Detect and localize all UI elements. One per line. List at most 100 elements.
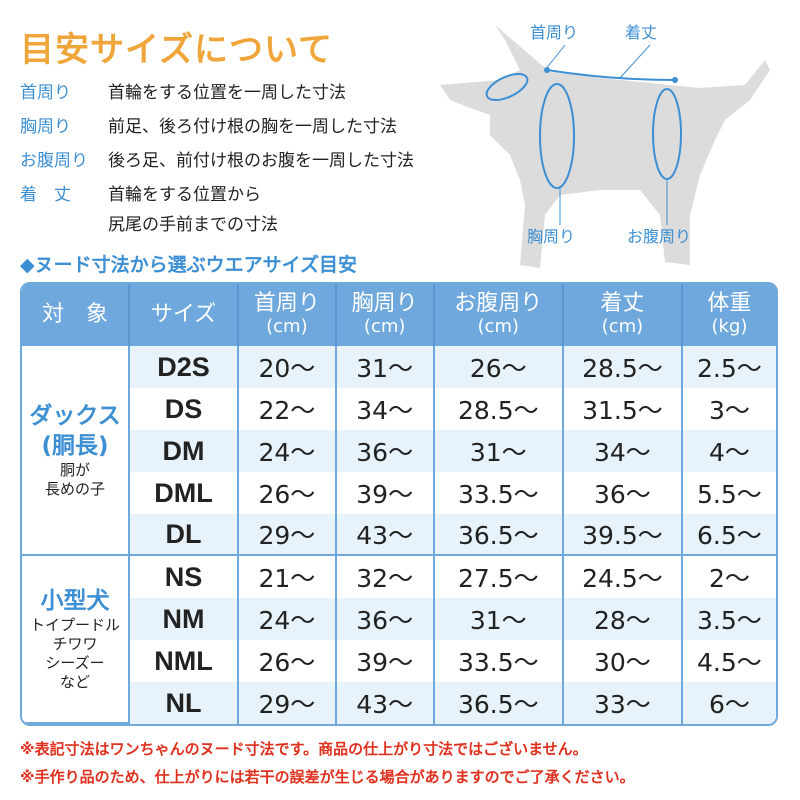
cell-chest: 43～ bbox=[336, 514, 435, 556]
table-row: NL 29～ 43～ 36.5～ 33～ 6～ bbox=[22, 682, 776, 724]
cell-length: 28.5～ bbox=[563, 346, 683, 388]
cell-weight: 4～ bbox=[682, 430, 776, 472]
cell-neck: 26～ bbox=[239, 472, 337, 514]
desc2: 尻尾の手前までの寸法 bbox=[108, 215, 278, 235]
header-size: サイズ bbox=[130, 284, 239, 346]
cell-weight: 3～ bbox=[708, 396, 750, 425]
cell-weight: 6～ bbox=[682, 682, 776, 724]
cell-neck: 21～ bbox=[239, 556, 337, 598]
cell-length: 34～ bbox=[563, 430, 683, 472]
section-subtitle: ◆ヌード寸法から選ぶウエアサイズ目安 bbox=[20, 254, 358, 276]
definition-belly: お腹周り 後ろ足、前付け根のお腹を一周した寸法 bbox=[20, 146, 414, 176]
cell-size: NML bbox=[130, 640, 239, 682]
cell-neck: 24～ bbox=[239, 598, 337, 640]
cell-size: NS bbox=[130, 556, 239, 598]
cell-belly: 33.5～ bbox=[435, 472, 564, 514]
cell-size: DM bbox=[130, 430, 239, 472]
cell-size: DS bbox=[130, 388, 239, 430]
table-header: 対 象 サイズ 首周り (cm) 胸周り (cm) お腹周り (cm) 着丈 (cm) … bbox=[22, 284, 776, 346]
header-weight: 体重 (kg) bbox=[682, 284, 776, 346]
definition-chest: 胸周り 前足、後ろ付け根の胸を一周した寸法 bbox=[20, 112, 397, 142]
cell-chest: 32～ bbox=[337, 556, 435, 598]
cell-chest: 36～ bbox=[336, 598, 435, 640]
cell-size: NM bbox=[130, 598, 239, 640]
cell-length: 39.5～ bbox=[563, 514, 683, 556]
page-title: 目安サイズについて bbox=[20, 30, 333, 70]
cell-belly: 31～ bbox=[434, 598, 564, 640]
dog-silhouette-icon bbox=[440, 25, 770, 268]
group-sublabel: 胴が bbox=[59, 461, 90, 479]
cell-neck: 26～ bbox=[239, 640, 337, 682]
cell-length: 33～ bbox=[563, 682, 683, 724]
cell-neck: 24～ bbox=[239, 430, 337, 472]
cell-chest: 36～ bbox=[336, 430, 435, 472]
cell-chest: 39～ bbox=[337, 472, 435, 514]
cell-belly: 36.5～ bbox=[434, 682, 564, 724]
group-dachshund: ダックス (胴長) 胴が 長めの子 bbox=[22, 346, 130, 556]
label-length: 着丈 bbox=[625, 23, 657, 42]
header-belly: お腹周り (cm) bbox=[434, 284, 564, 346]
size-table: 対 象 サイズ 首周り (cm) 胸周り (cm) お腹周り (cm) 着丈 (cm) … bbox=[20, 282, 778, 726]
header-neck: 首周り (cm) bbox=[239, 284, 337, 346]
cell-length: 24.5～ bbox=[564, 556, 683, 598]
cell-neck: 29～ bbox=[239, 514, 337, 556]
table-row: DM 24～ 36～ 31～ 34～ 4～ bbox=[22, 430, 776, 472]
cell-length: 36～ bbox=[564, 472, 683, 514]
cell-weight: 3.5～ bbox=[682, 598, 776, 640]
header-target: 対 象 bbox=[22, 284, 130, 346]
cell-size: DL bbox=[130, 514, 239, 556]
cell-neck: 29～ bbox=[239, 682, 337, 724]
table-row: NML 26～ 39～ 33.5～ 30～ 4.5～ bbox=[22, 640, 776, 682]
header-chest: 胸周り (cm) bbox=[336, 284, 435, 346]
group-sublabel: トイプードル bbox=[29, 616, 120, 634]
cell-chest: 39～ bbox=[337, 640, 435, 682]
label-chest: 胸周り bbox=[527, 227, 575, 246]
cell-neck: 20～ bbox=[239, 346, 337, 388]
group-label: ダックス bbox=[29, 403, 121, 429]
cell-neck: 22～ bbox=[239, 388, 337, 430]
term: お腹周り bbox=[20, 151, 88, 171]
cell-belly: 27.5～ bbox=[435, 556, 564, 598]
group-sublabel: シーズー bbox=[45, 654, 105, 672]
note-nude-size: ※表記寸法はワンちゃんのヌード寸法です。商品の仕上がり寸法ではございません。 bbox=[20, 740, 588, 758]
cell-belly: 26～ bbox=[434, 346, 564, 388]
cell-length: 28～ bbox=[563, 598, 683, 640]
desc: 後ろ足、前付け根のお腹を一周した寸法 bbox=[108, 151, 414, 171]
cell-belly: 31～ bbox=[434, 430, 564, 472]
table-row: DL 29～ 43～ 36.5～ 39.5～ 6.5～ bbox=[22, 514, 776, 556]
definition-length: 着 丈 首輪をする位置から 尻尾の手前までの寸法 bbox=[20, 180, 278, 240]
table-row: 小型犬 トイプードル チワワ シーズー など NS 21～ 32～ 27.5～ 24.5～ 2～ bbox=[22, 556, 776, 724]
cell-belly: 33.5～ bbox=[435, 640, 564, 682]
desc: 首輪をする位置を一周した寸法 bbox=[108, 83, 346, 103]
cell-chest: 34～ bbox=[337, 388, 435, 430]
cell-size: DML bbox=[130, 472, 239, 514]
cell-belly: 36.5～ bbox=[434, 514, 564, 556]
term: 胸周り bbox=[20, 117, 71, 137]
desc: 首輪をする位置から bbox=[108, 185, 261, 205]
label-neck: 首周り bbox=[530, 23, 578, 42]
term: 首周り bbox=[20, 83, 71, 103]
label-belly: お腹周り bbox=[627, 227, 691, 246]
group-small-dog: 小型犬トイプードル チワワ シーズー など bbox=[22, 556, 130, 724]
cell-weight: 4.5～ bbox=[697, 648, 762, 677]
cell-belly: 28.5～ bbox=[435, 388, 564, 430]
cell-chest: 31～ bbox=[336, 346, 435, 388]
cell-length: 30～ bbox=[564, 640, 683, 682]
desc: 前足、後ろ付け根の胸を一周した寸法 bbox=[108, 117, 397, 137]
cell-size: D2S bbox=[130, 346, 239, 388]
group-sublabel: など bbox=[59, 673, 90, 691]
table-row: NM 24～ 36～ 31～ 28～ 3.5～ bbox=[22, 598, 776, 640]
table-row: ダックス (胴長) 胴が 長めの子 D2S 20～ 31～ 26～ 28.5～ 2.5～ bbox=[22, 346, 776, 556]
group-label: 小型犬 bbox=[40, 588, 110, 614]
header-length: 着丈 (cm) bbox=[563, 284, 683, 346]
table-row: DML 26～ 39～ 33.5～ 36～ 5.5～ bbox=[22, 472, 776, 514]
cell-chest: 43～ bbox=[336, 682, 435, 724]
cell-weight: 5.5～ bbox=[697, 480, 762, 509]
cell-weight: 6.5～ bbox=[682, 514, 776, 556]
group-sublabel: チワワ bbox=[52, 635, 98, 653]
definition-neck: 首周り 首輪をする位置を一周した寸法 bbox=[20, 78, 346, 108]
cell-length: 31.5～ bbox=[564, 388, 683, 430]
term: 着 丈 bbox=[20, 185, 71, 205]
cell-weight: 2～ bbox=[708, 564, 750, 593]
cell-size: NL bbox=[130, 682, 239, 724]
